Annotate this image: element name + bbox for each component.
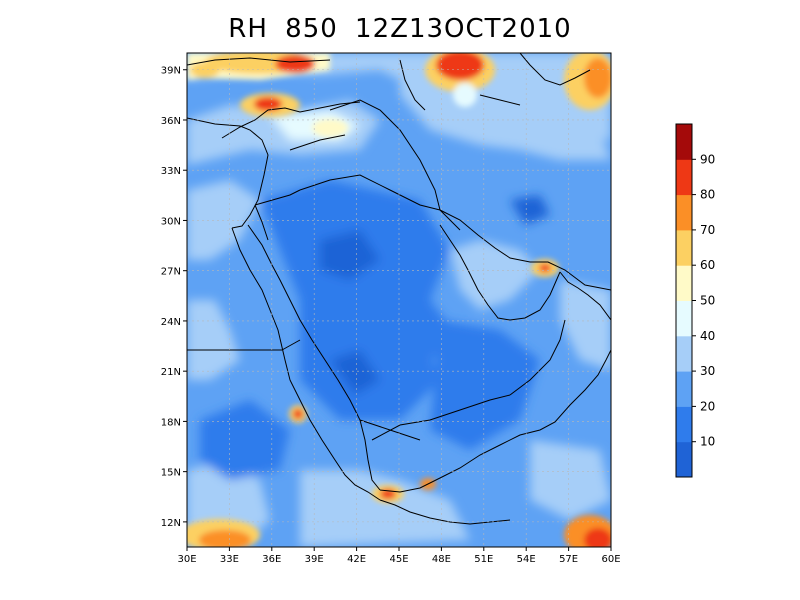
- lat-tick-label: 12N: [161, 518, 181, 529]
- colorbar-tick-label: 90: [700, 152, 715, 166]
- lon-tick-label: 42E: [347, 554, 366, 565]
- colorbar-segment: [676, 371, 692, 407]
- lon-tick-label: 51E: [474, 554, 493, 565]
- map-title: RH 850 12Z13OCT2010: [228, 14, 572, 44]
- humidity-field: [187, 53, 611, 547]
- colorbar-segment: [676, 265, 692, 301]
- lat-tick-label: 15N: [161, 468, 181, 479]
- lon-tick-label: 33E: [220, 554, 239, 565]
- colorbar-tick-label: 70: [700, 223, 715, 237]
- colorbar-segment: [676, 159, 692, 196]
- colorbar-segment: [676, 229, 692, 266]
- lon-tick-label: 57E: [559, 554, 578, 565]
- axis-ticks: 30E 33E 36E 39E 42E 45E 48E 51E 54E 57E 60E 39N 36N 3…: [161, 66, 621, 565]
- colorbar-segment: [676, 194, 692, 231]
- colorbar-segment: [676, 124, 692, 160]
- lon-tick-label: 30E: [177, 554, 196, 565]
- lat-tick-label: 36N: [161, 116, 181, 127]
- lon-tick-label: 45E: [389, 554, 408, 565]
- colorbar-segment: [676, 300, 692, 337]
- colorbar-tick-label: 20: [700, 399, 715, 413]
- colorbar-tick-label: 10: [700, 435, 715, 449]
- colorbar: 10 20 30 40 50 60 70 80 90: [675, 123, 715, 478]
- lat-tick-label: 39N: [161, 66, 181, 77]
- lat-tick-label: 33N: [161, 166, 181, 177]
- colorbar-tick-label: 50: [700, 294, 715, 308]
- gridlines: [187, 53, 611, 547]
- colorbar-tick-label: 60: [700, 258, 715, 272]
- lat-tick-label: 21N: [161, 367, 181, 378]
- colorbar-segment: [676, 441, 692, 478]
- lon-tick-label: 48E: [432, 554, 451, 565]
- lon-tick-label: 39E: [305, 554, 324, 565]
- coastlines: [187, 53, 611, 525]
- lon-tick-label: 54E: [517, 554, 536, 565]
- lon-tick-label: 36E: [262, 554, 281, 565]
- lat-tick-label: 30N: [161, 216, 181, 227]
- colorbar-segment: [676, 335, 692, 372]
- colorbar-segment: [676, 406, 692, 443]
- colorbar-tick-label: 30: [700, 364, 715, 378]
- colorbar-tick-label: 40: [700, 329, 715, 343]
- lat-tick-label: 27N: [161, 267, 181, 278]
- lon-tick-label: 60E: [601, 554, 620, 565]
- lat-tick-label: 18N: [161, 417, 181, 428]
- colorbar-tick-label: 80: [700, 188, 715, 202]
- lat-tick-label: 24N: [161, 317, 181, 328]
